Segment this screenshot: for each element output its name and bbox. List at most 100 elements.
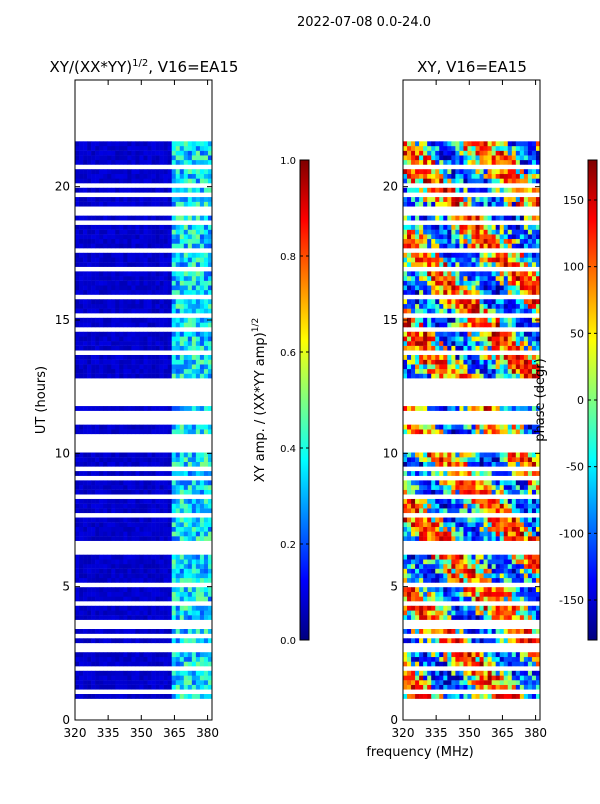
heatmap-cell [515,457,521,462]
heatmap-cell [87,354,92,360]
heatmap-cell [499,489,505,495]
heatmap-cell [475,257,480,263]
heatmap-cell [507,424,513,430]
heatmap-cell [167,178,173,184]
heatmap-cell [439,694,444,699]
heatmap-cell [111,243,116,249]
heatmap-cell [423,675,428,681]
heatmap-cell [415,591,420,597]
heatmap-cell [187,587,193,593]
heatmap-cell [151,345,156,351]
heatmap-cell [143,461,148,467]
heatmap-cell [523,485,529,490]
heatmap-cell [175,694,181,699]
heatmap-cell [91,155,96,161]
heatmap-cell [411,485,416,490]
heatmap-cell [499,485,505,490]
heatmap-cell [515,670,521,676]
heatmap-cell [515,480,521,486]
heatmap-cell [175,457,181,462]
heatmap-cell [487,452,492,458]
heatmap-cell [455,322,460,328]
heatmap-cell [87,238,92,244]
heatmap-cell [115,354,120,360]
heatmap-cell [515,289,521,295]
heatmap-cell [123,187,128,193]
heatmap-cell [415,503,420,509]
heatmap-cell [407,368,412,374]
heatmap-cell [511,224,517,230]
heatmap-cell [407,670,412,676]
heatmap-cell [127,531,132,537]
heatmap-cell [503,536,509,541]
heatmap-cell [423,684,428,690]
heatmap-cell [411,457,416,462]
heatmap-cell [471,498,476,504]
heatmap-cell [79,471,84,476]
heatmap-cell [451,243,456,249]
heatmap-cell [439,508,444,514]
heatmap-cell [411,336,416,342]
heatmap-cell [119,215,124,221]
heatmap-cell [91,262,96,267]
heatmap-cell [459,526,464,532]
heatmap-cell [507,471,513,476]
heatmap-cell [407,280,412,286]
heatmap-cell [75,336,80,342]
heatmap-cell [143,150,148,156]
heatmap-cell [443,480,448,486]
heatmap-cell [471,285,476,291]
heatmap-cell [447,345,452,351]
heatmap-cell [207,471,213,476]
heatmap-cell [499,684,505,690]
heatmap-cell [455,308,460,314]
heatmap-cell [123,522,128,528]
heatmap-cell [103,559,108,565]
heatmap-cell [187,289,193,295]
heatmap-cell [155,322,160,328]
heatmap-cell [123,276,128,281]
heatmap-cell [419,354,424,360]
heatmap-cell [159,173,164,179]
heatmap-cell [487,522,492,528]
heatmap-cell [459,471,464,476]
heatmap-cell [87,471,92,476]
heatmap-cell [159,471,164,476]
heatmap-cell [467,461,472,467]
heatmap-cell [411,303,416,309]
heatmap-cell [143,485,148,490]
heatmap-cell [495,587,501,593]
heatmap-cell [439,364,444,370]
heatmap-cell [151,406,156,411]
heatmap-cell [475,341,480,346]
heatmap-cell [131,141,136,147]
heatmap-cell [107,489,112,495]
heatmap-cell [443,559,448,565]
heatmap-cell [99,656,104,662]
heatmap-cell [115,159,120,165]
heatmap-cell [467,596,472,602]
heatmap-cell [155,285,160,291]
heatmap-cell [107,285,112,291]
heatmap-cell [187,615,193,620]
heatmap-cell [163,145,168,151]
heatmap-cell [423,345,428,351]
heatmap-cell [427,675,432,681]
heatmap-cell [423,596,428,602]
heatmap-cell [87,155,92,161]
heatmap-cell [187,345,193,351]
heatmap-cell [415,406,420,411]
heatmap-cell [199,596,205,602]
heatmap-cell [423,252,428,258]
heatmap-cell [123,605,128,611]
heatmap-cell [91,661,96,667]
heatmap-cell [467,276,472,281]
heatmap-cell [123,563,128,569]
heatmap-cell [439,629,444,634]
heatmap-cell [523,424,529,430]
heatmap-cell [427,243,432,249]
heatmap-cell [207,605,213,611]
heatmap-cell [411,252,416,258]
heatmap-cell [471,373,476,379]
heatmap-cell [163,615,168,620]
